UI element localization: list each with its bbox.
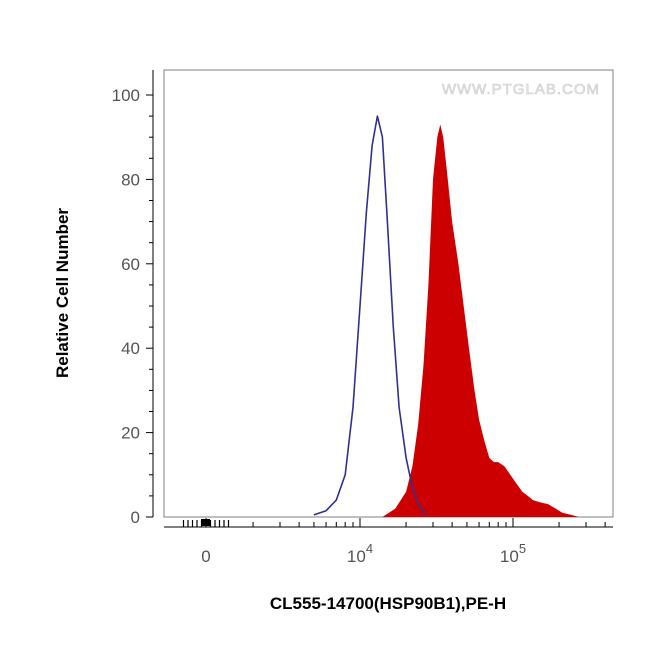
x-tick-label-100000: 105	[500, 541, 526, 566]
y-tick-label-60: 60	[121, 255, 140, 274]
y-axis-title: Relative Cell Number	[53, 208, 72, 378]
outline-histogram-0	[313, 115, 427, 516]
y-tick-label-0: 0	[131, 508, 140, 527]
y-tick-label-100: 100	[112, 86, 140, 105]
y-tick-label-80: 80	[121, 170, 140, 189]
x-axis-title: CL555-14700(HSP90B1),PE-H	[270, 594, 506, 613]
x-tick-label-0: 0	[201, 547, 210, 566]
y-tick-label-20: 20	[121, 424, 140, 443]
filled-histogram-0	[382, 124, 579, 517]
watermark-text: WWW.PTGLAB.COM	[442, 81, 600, 98]
y-tick-label-40: 40	[121, 339, 140, 358]
plot-area-frame	[163, 69, 614, 518]
x-tick-label-10000: 104	[347, 541, 373, 566]
